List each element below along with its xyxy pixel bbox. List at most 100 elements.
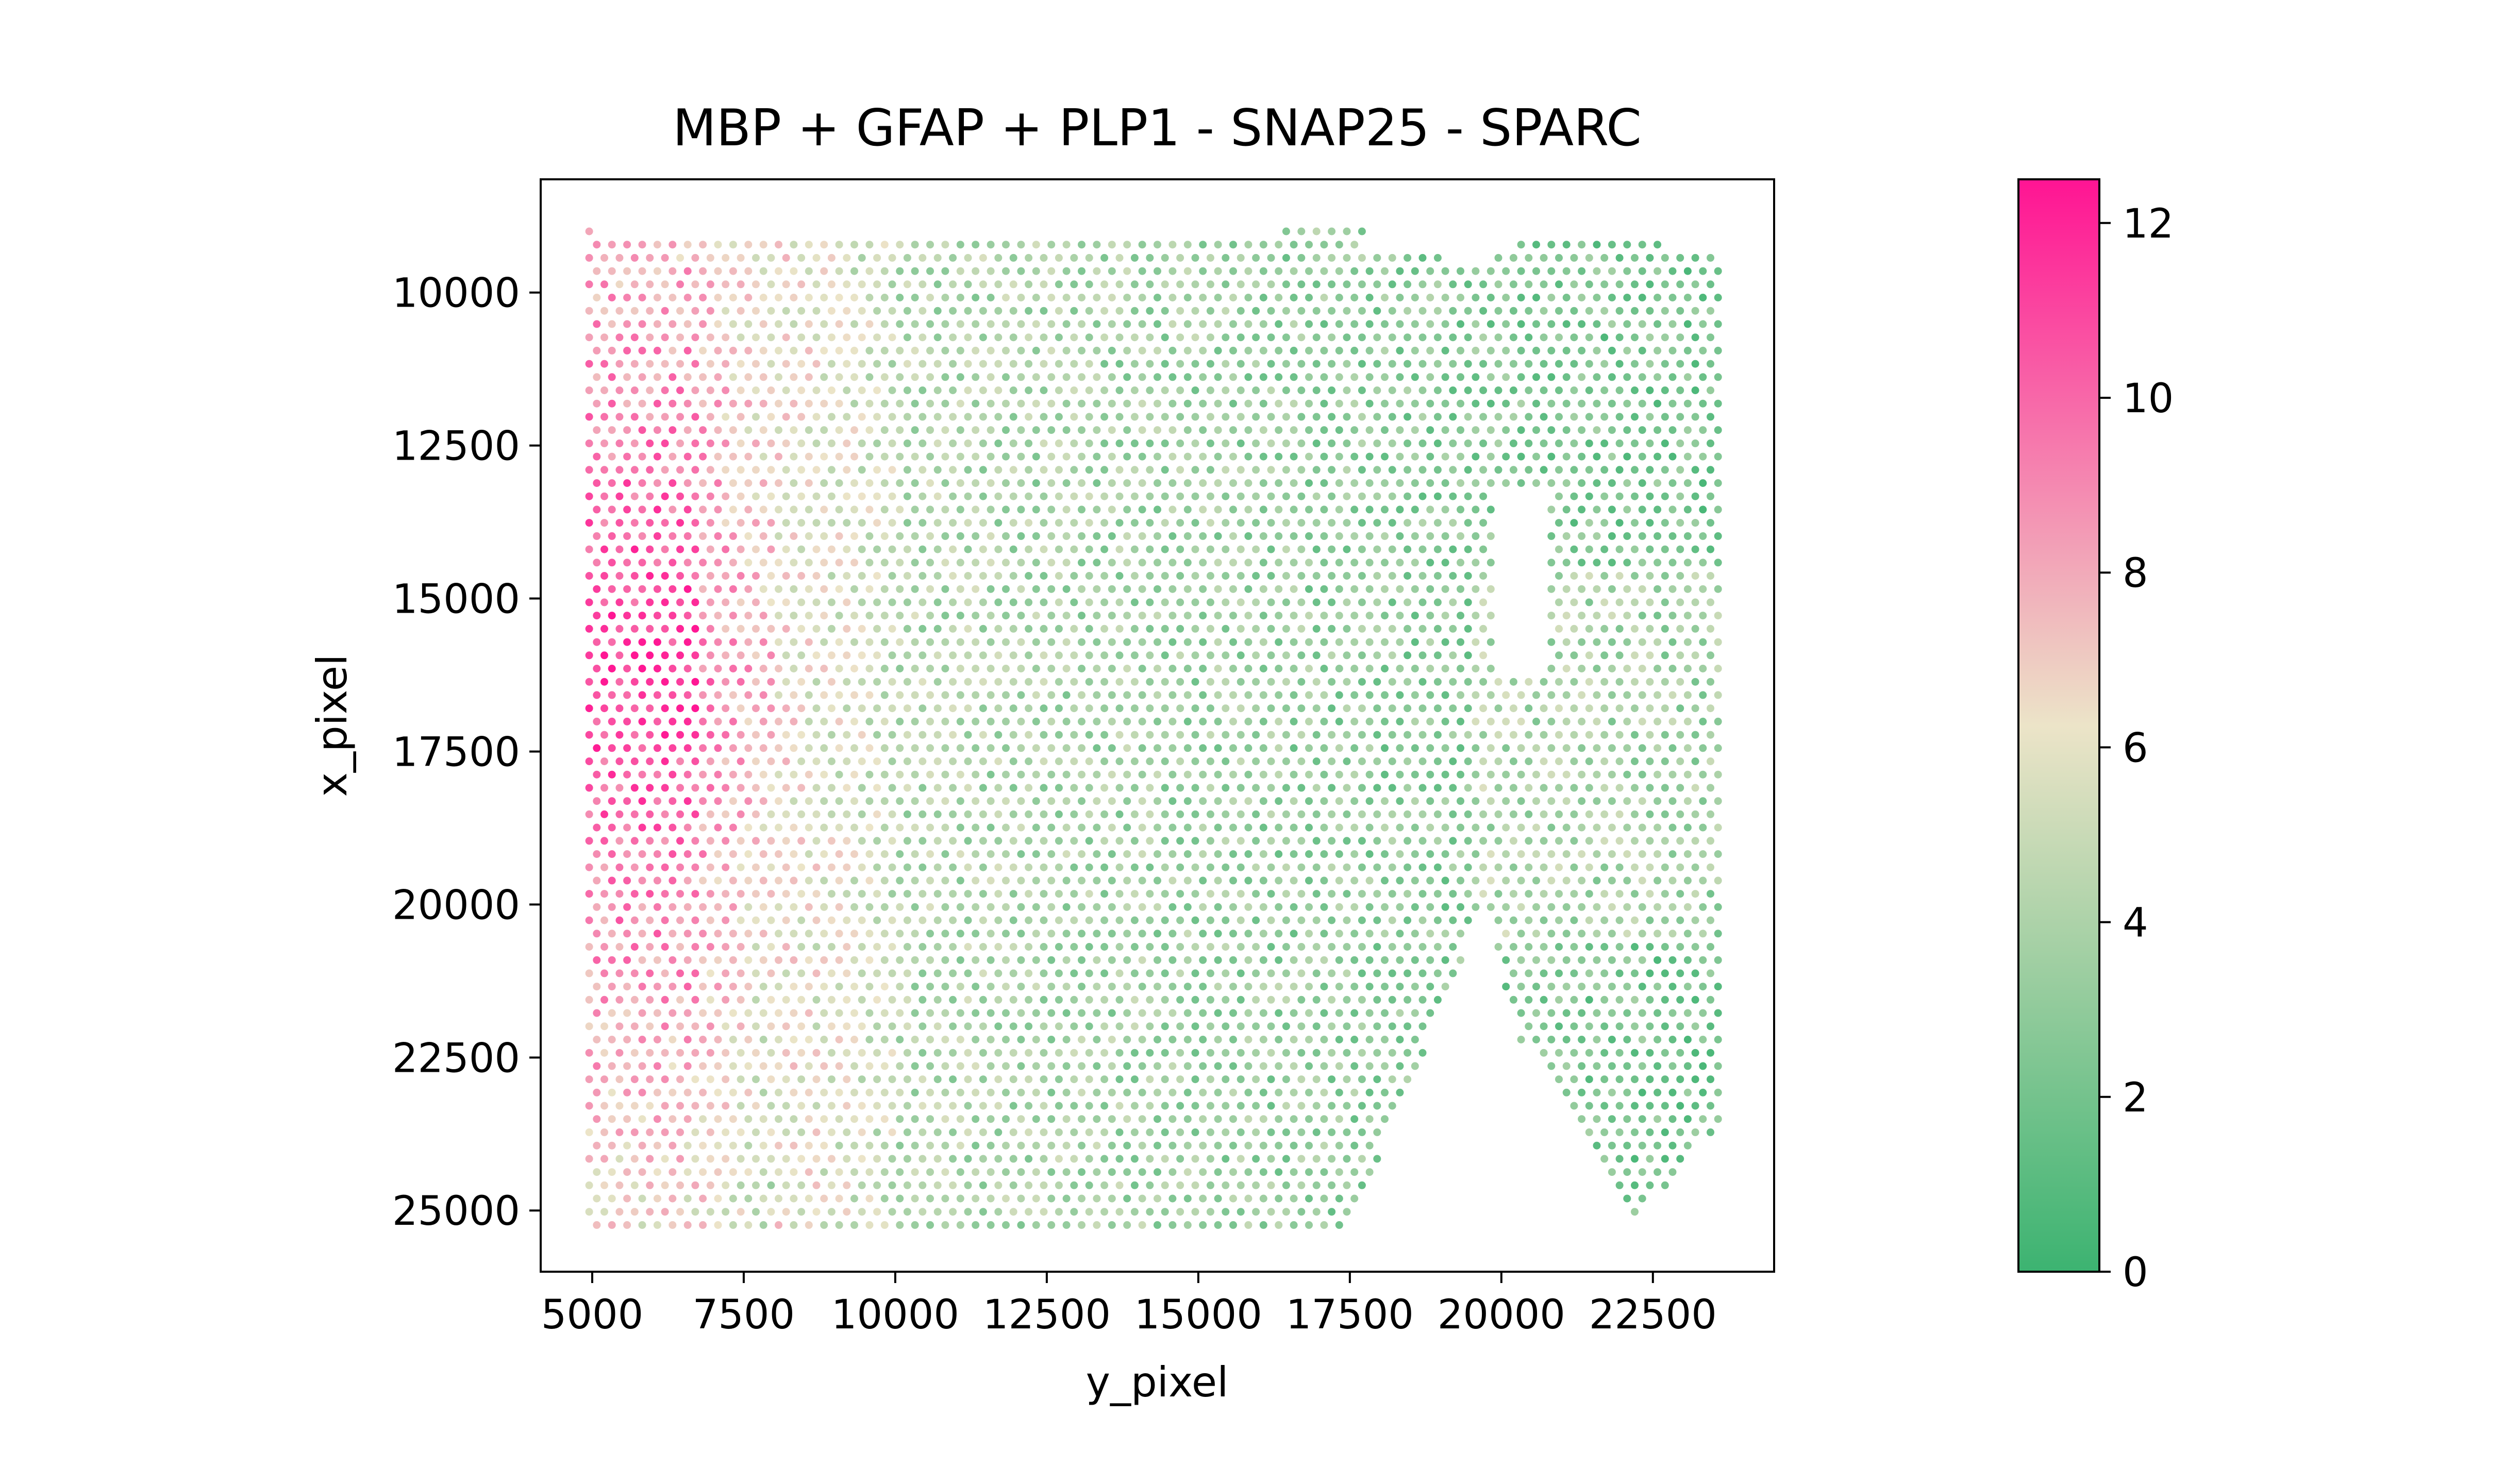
scatter-point [1297,837,1306,845]
scatter-point [1017,612,1025,620]
scatter-point [1244,532,1252,540]
scatter-point [1062,559,1071,567]
scatter-point [1707,307,1714,315]
scatter-point [1570,1049,1578,1057]
scatter-point [1615,916,1624,924]
scatter-point [1426,638,1434,646]
scatter-point [972,346,980,355]
scatter-point [1714,346,1722,355]
scatter-point [1161,466,1169,474]
scatter-point [1017,1115,1025,1123]
scatter-point [1418,1022,1427,1031]
scatter-point [987,903,995,911]
scatter-point [1282,598,1290,606]
scatter-point [1115,333,1124,342]
scatter-point [1638,1036,1646,1043]
scatter-point [1191,572,1199,580]
scatter-point [1259,505,1267,514]
scatter-point [1123,823,1131,832]
scatter-point [1168,983,1177,991]
scatter-point [1328,1049,1336,1057]
scatter-point [1676,969,1684,977]
scatter-point [729,638,737,646]
scatter-point [911,399,919,408]
scatter-point [600,969,608,977]
scatter-point [1206,916,1214,924]
scatter-point [850,452,858,461]
scatter-point [1570,1075,1578,1084]
scatter-point [699,770,707,779]
scatter-point [918,598,927,606]
scatter-point [1154,452,1161,461]
scatter-point [1714,1009,1722,1017]
scatter-point [1161,492,1169,500]
scatter-point [949,254,957,262]
scatter-point [1085,678,1093,686]
scatter-point [1093,850,1101,858]
scatter-point [979,651,987,660]
scatter-point [918,254,927,262]
scatter-point [1350,638,1359,646]
scatter-point [1252,492,1260,500]
scatter-point [1305,452,1313,461]
scatter-point [615,810,624,818]
scatter-point [1062,983,1071,991]
scatter-point [918,996,927,1004]
scatter-point [1494,863,1502,871]
scatter-point [956,850,964,858]
scatter-point [805,770,813,779]
scatter-point [585,916,593,924]
scatter-point [1154,930,1161,938]
scatter-point [1297,943,1306,951]
scatter-point [896,346,904,355]
scatter-point [1699,532,1707,540]
scatter-point [775,665,782,672]
scatter-point [1320,823,1328,832]
scatter-point [744,559,753,567]
scatter-point [699,612,707,620]
scatter-point [1654,241,1662,249]
scatter-point [1146,466,1154,474]
scatter-point [1623,399,1631,408]
scatter-point [1161,280,1169,289]
scatter-point [987,241,995,249]
scatter-point [827,943,836,951]
scatter-point [630,731,639,739]
scatter-point [873,413,881,421]
scatter-point [1199,585,1207,593]
scatter-point [691,254,699,262]
scatter-point [1457,505,1464,514]
scatter-point [850,612,858,620]
scatter-point [1290,505,1298,514]
scatter-point [1388,386,1396,394]
scatter-point [1585,572,1593,580]
scatter-point [1661,466,1669,474]
scatter-point [630,466,639,474]
scatter-point [1335,691,1343,699]
scatter-point [775,1141,782,1150]
scatter-point [835,452,843,461]
scatter-point [1335,665,1343,672]
scatter-point [1297,1049,1306,1057]
scatter-point [623,930,631,938]
scatter-point [1108,1036,1116,1043]
scatter-point [676,731,684,739]
scatter-point [737,1075,745,1084]
scatter-point [797,386,806,394]
scatter-point [926,399,934,408]
scatter-point [888,1022,896,1031]
scatter-point [1100,307,1109,315]
scatter-point [888,784,896,792]
scatter-point [1396,1009,1404,1017]
scatter-point [956,559,964,567]
scatter-point [1578,1036,1586,1043]
scatter-point [972,320,980,328]
scatter-point [933,996,942,1004]
scatter-point [1562,903,1571,911]
scatter-point [1252,704,1260,713]
scatter-point [1244,320,1252,328]
scatter-point [979,572,987,580]
scatter-point [1494,439,1502,447]
scatter-point [1441,930,1449,938]
scatter-point [1282,810,1290,818]
